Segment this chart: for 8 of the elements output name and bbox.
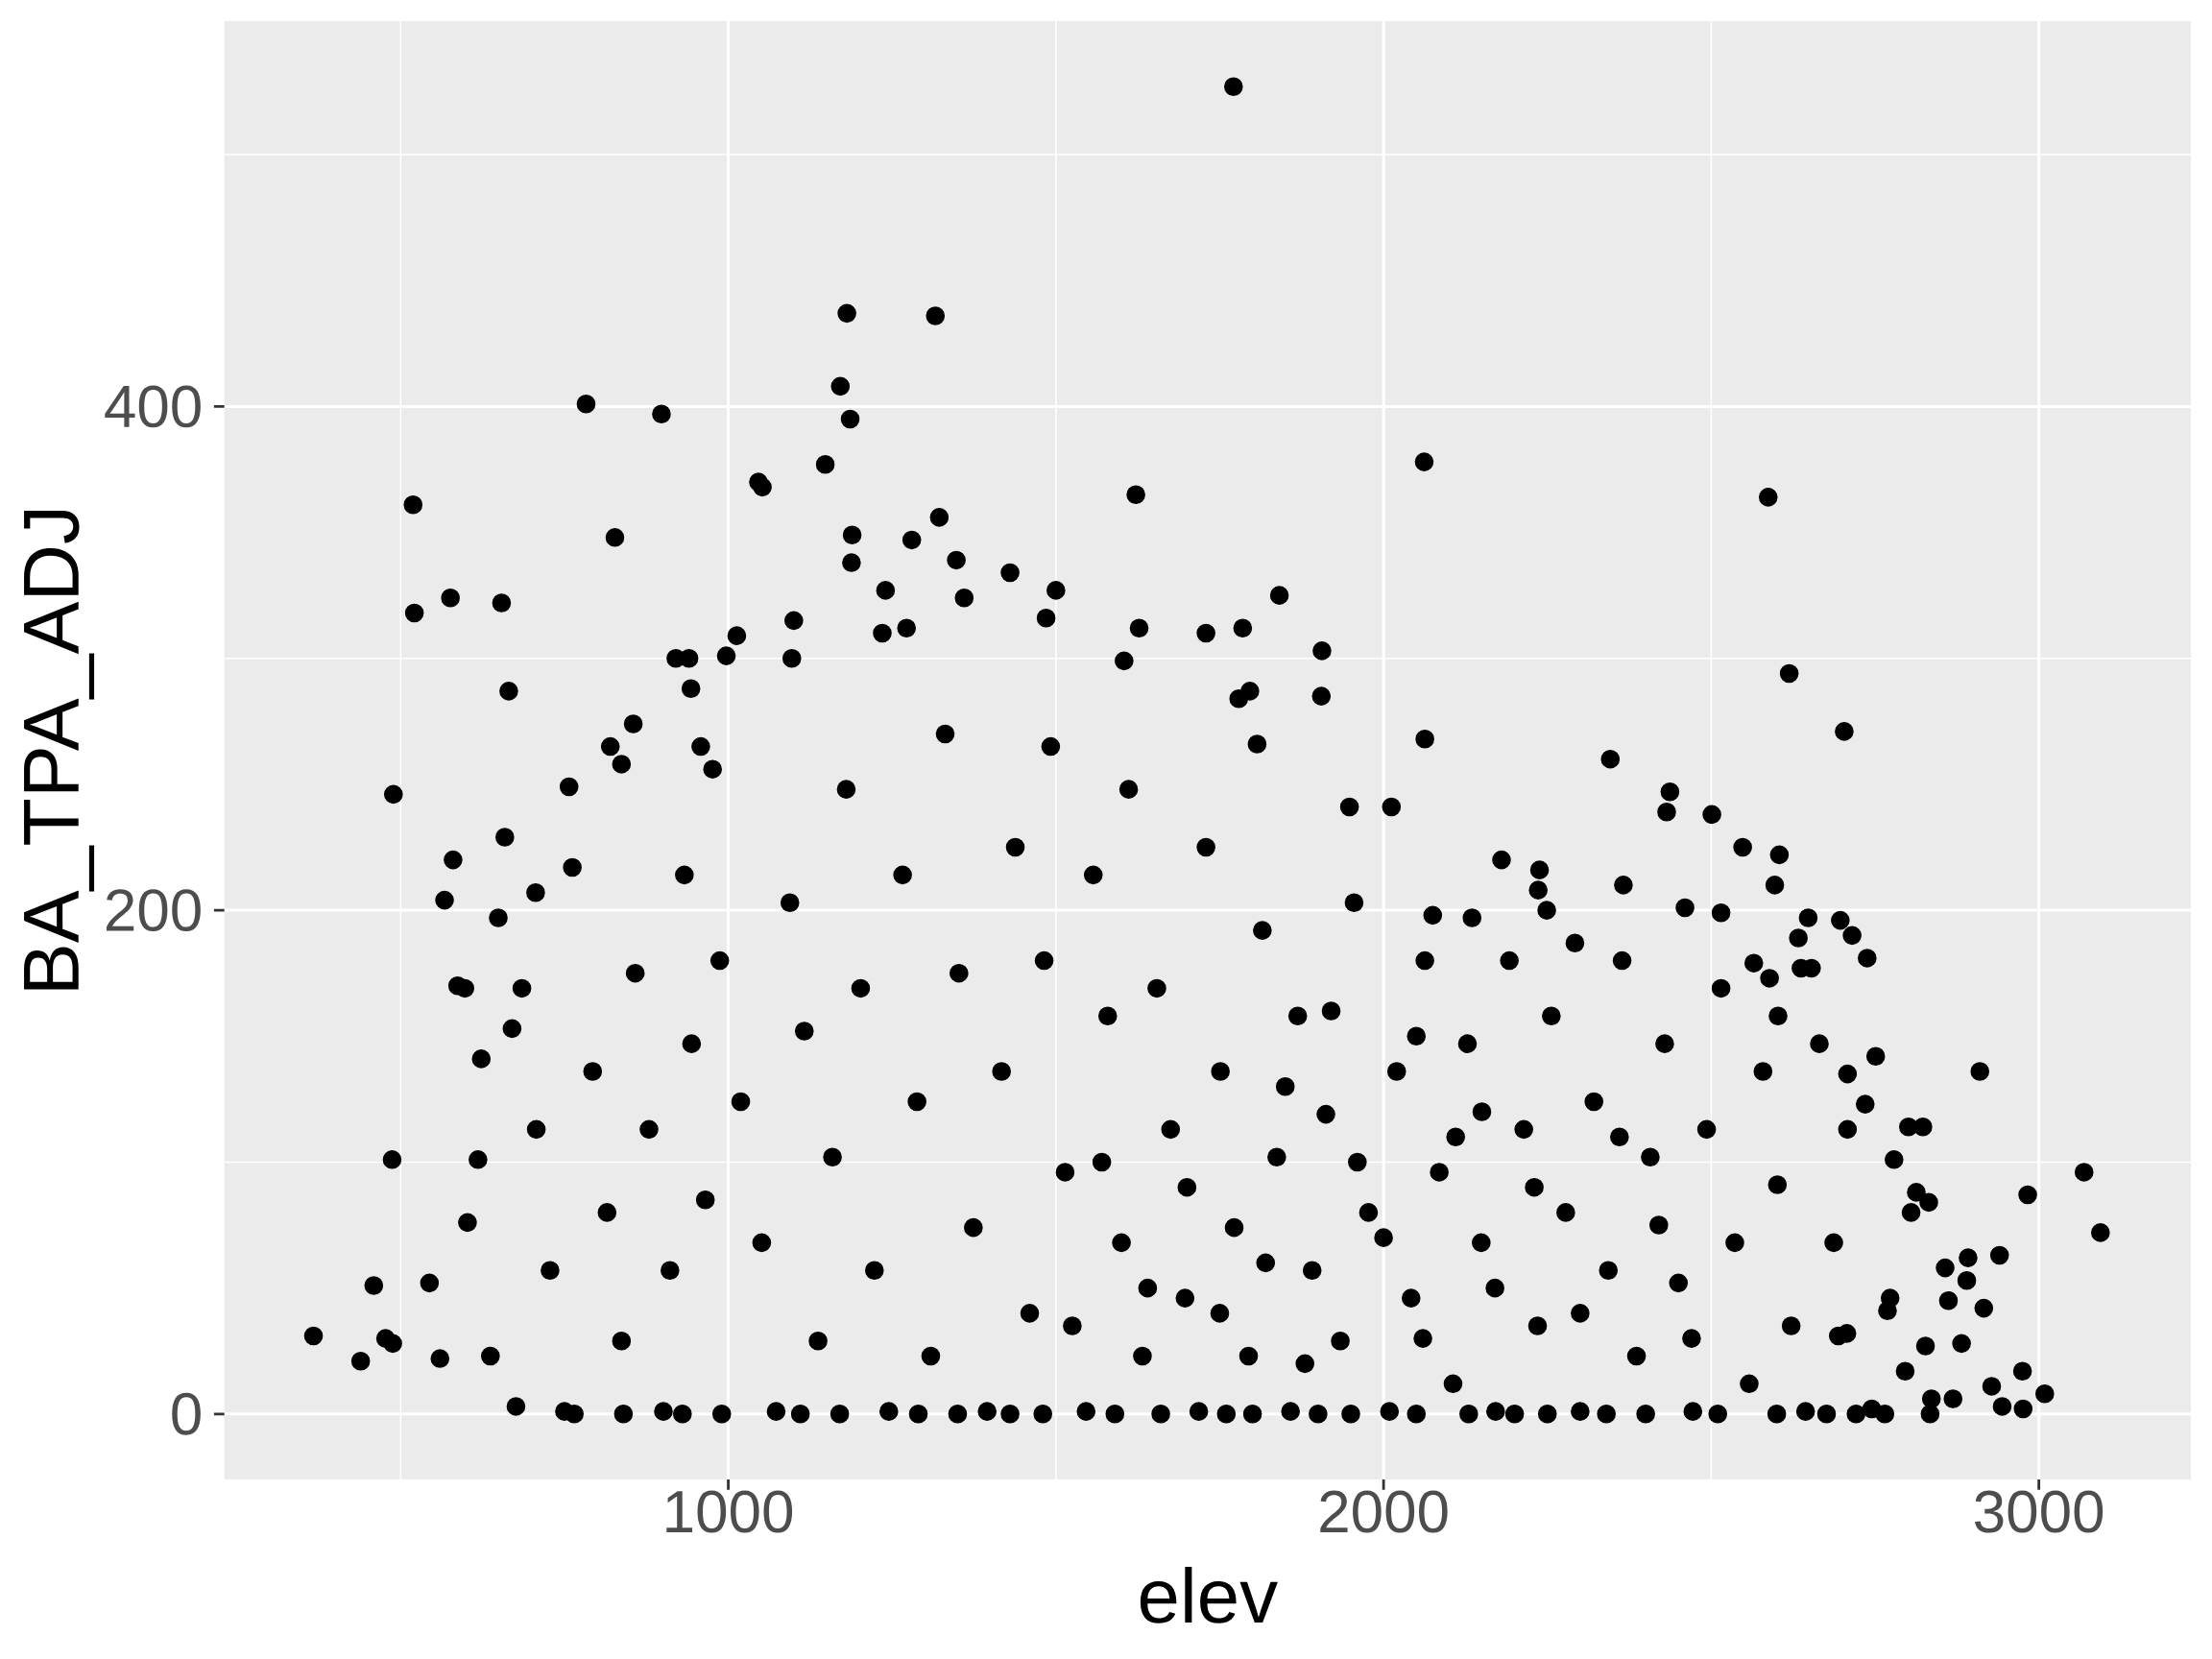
y-tick-label: 0	[172, 1392, 201, 1435]
x-tick-label: 3000	[1975, 1490, 2104, 1533]
x-axis-title: elev	[1140, 1567, 1278, 1623]
y-tick-label: 200	[106, 889, 201, 932]
x-tick-label: 2000	[1320, 1490, 1448, 1533]
y-axis-title: BA_TPA_ADJ	[24, 510, 95, 990]
x-tick-label: 1000	[666, 1490, 793, 1533]
y-tick-label: 400	[105, 385, 201, 428]
